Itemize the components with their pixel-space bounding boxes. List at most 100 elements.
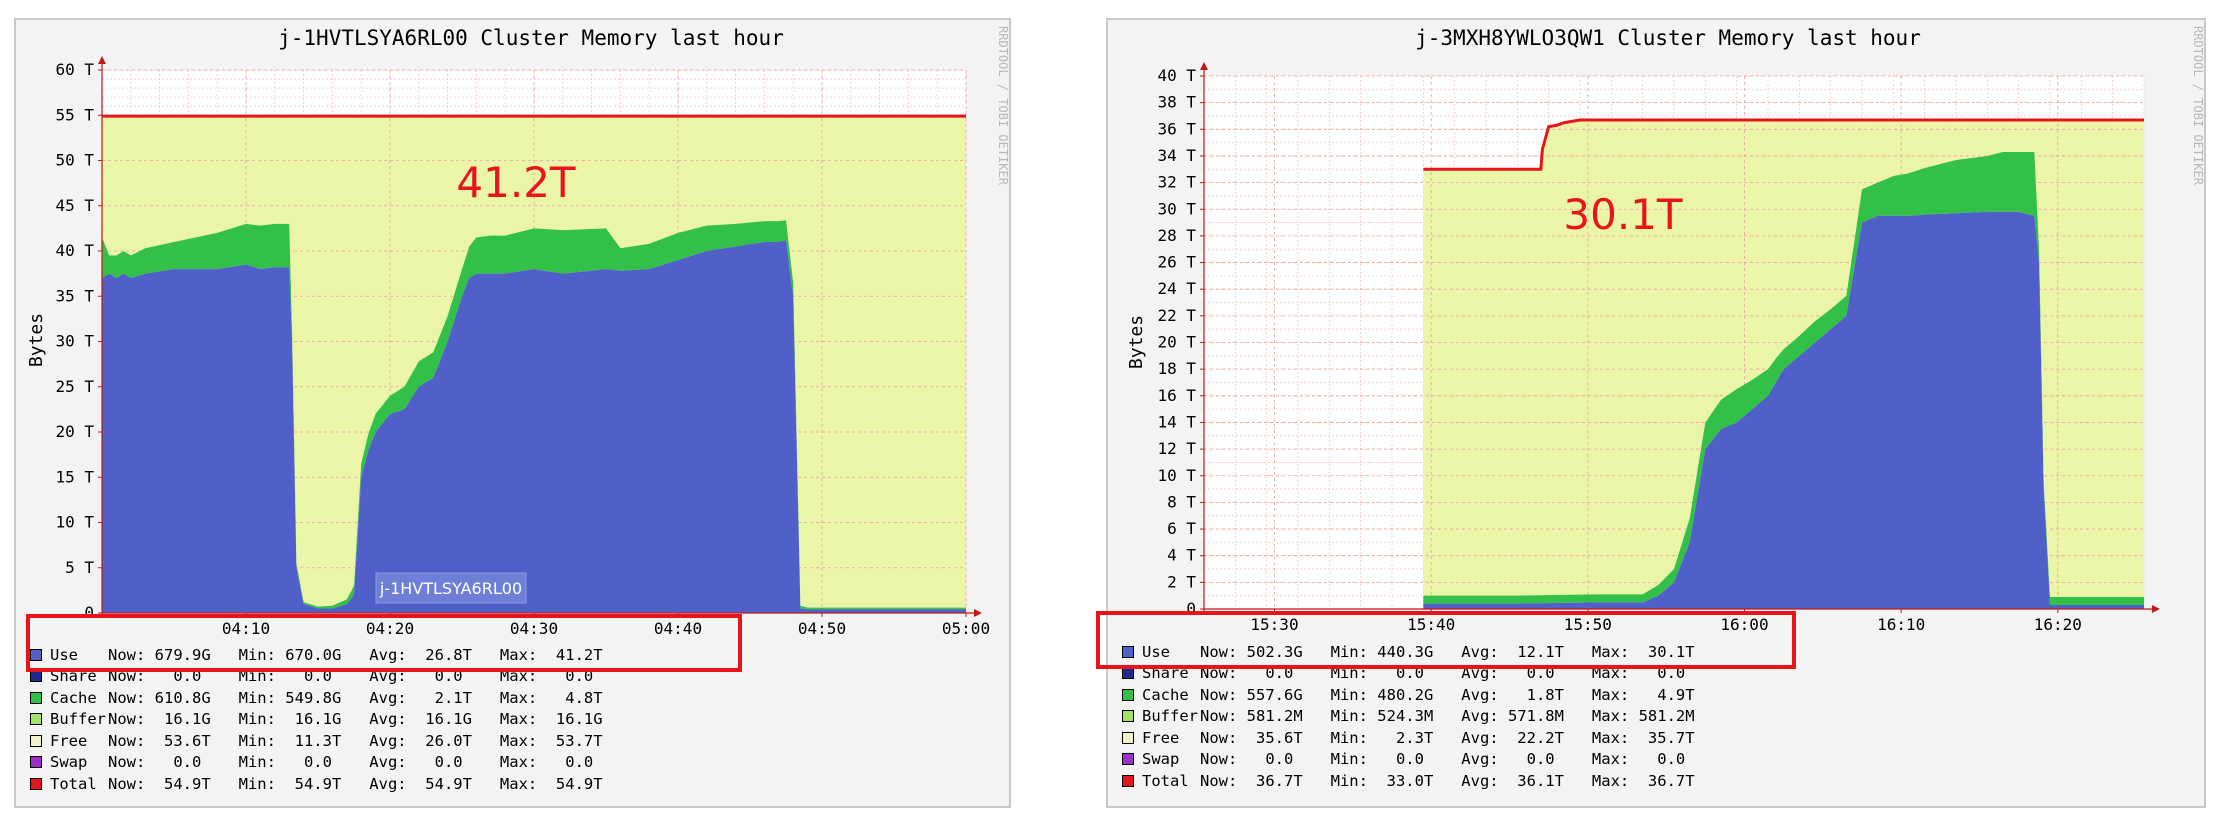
legend-row-use: Use Now: 502.3G Min: 440.3G Avg: 12.1T Ma…: [1122, 641, 1695, 663]
y-tick-label: 25 T: [55, 377, 94, 396]
max-value-annotation: 41.2T: [456, 158, 576, 207]
x-tick-label: 16:10: [1877, 615, 1925, 634]
right-memory-chart: 0 2 T 4 T 6 T 8 T 10 T 12 T 14 T 16 T 18 T 20 T 22 …: [1126, 26, 2205, 634]
legend-swatch: [30, 691, 42, 704]
legend-series-stats: Now: 502.3G Min: 440.3G Avg: 12.1T Max: …: [1200, 642, 1695, 661]
legend-series-name: Free: [50, 731, 88, 750]
legend-swatch: [1122, 774, 1134, 787]
max-value-annotation: 30.1T: [1563, 190, 1683, 239]
y-tick-label: 10 T: [1157, 466, 1196, 485]
x-axis-arrow: [974, 609, 982, 617]
legend-series-name: Total: [1142, 771, 1189, 790]
legend-row-buffer: Buffer Now: 581.2M Min: 524.3M Avg: 571.8…: [1122, 706, 1695, 728]
legend-swatch: [1122, 710, 1134, 723]
x-tick-label: 16:00: [1720, 615, 1768, 634]
legend-series-stats: Now: 0.0 Min: 0.0 Avg: 0.0 Max: 0.0: [1200, 750, 1686, 769]
y-tick-label: 55 T: [55, 105, 94, 124]
y-tick-label: 24 T: [1157, 279, 1196, 298]
y-tick-label: 60 T: [55, 60, 94, 79]
y-tick-label: 30 T: [55, 332, 94, 351]
y-axis-label: Bytes: [26, 313, 47, 367]
legend-row-total: Total Now: 54.9T Min: 54.9T Avg: 54.9T Ma…: [30, 773, 603, 795]
x-tick-label: 16:20: [2034, 615, 2082, 634]
y-axis-arrow: [1200, 62, 1208, 70]
y-tick-label: 10 T: [55, 513, 94, 532]
y-tick-label: 22 T: [1157, 306, 1196, 325]
x-tick-label: 04:40: [654, 619, 702, 638]
y-tick-label: 16 T: [1157, 386, 1196, 405]
y-tick-label: 0: [84, 603, 94, 622]
legend-row-buffer: Buffer Now: 16.1G Min: 16.1G Avg: 16.1G M…: [30, 709, 603, 731]
legend-series-name: Cache: [1142, 685, 1189, 704]
x-tick-label: 05:00: [942, 619, 990, 638]
legend-swatch: [30, 734, 42, 747]
series-use-area: [1423, 211, 2144, 610]
legend-swatch: [1122, 667, 1134, 680]
legend-swatch: [1122, 731, 1134, 744]
left-memory-chart-panel: 0 5 T 10 T 15 T 20 T 25 T 30 T 35 T 40 T 45 T 50 T…: [14, 18, 1011, 808]
host-label-badge: [375, 572, 527, 604]
x-tick-label: 04:20: [366, 619, 414, 638]
x-tick-label: 04:30: [510, 619, 558, 638]
x-tick-label: 15:50: [1564, 615, 1612, 634]
legend-series-name: Total: [50, 774, 97, 793]
legend-row-cache: Cache Now: 557.6G Min: 480.2G Avg: 1.8T M…: [1122, 684, 1695, 706]
legend-series-stats: Now: 16.1G Min: 16.1G Avg: 16.1G Max: 16…: [108, 710, 603, 729]
series-use-area: [102, 240, 966, 613]
legend-row-total: Total Now: 36.7T Min: 33.0T Avg: 36.1T Ma…: [1122, 770, 1695, 792]
legend-row-share: Share Now: 0.0 Min: 0.0 Avg: 0.0 Max: 0.0: [30, 666, 603, 688]
y-tick-label: 2 T: [1167, 572, 1196, 591]
right-chart-legend: Use Now: 502.3G Min: 440.3G Avg: 12.1T Ma…: [1122, 641, 1695, 792]
right-memory-chart-panel: 0 2 T 4 T 6 T 8 T 10 T 12 T 14 T 16 T 18 T 20 T 22 …: [1106, 18, 2206, 808]
legend-series-stats: Now: 53.6T Min: 11.3T Avg: 26.0T Max: 53…: [108, 731, 603, 750]
legend-swatch: [1122, 688, 1134, 701]
legend-series-stats: Now: 54.9T Min: 54.9T Avg: 54.9T Max: 54…: [108, 774, 603, 793]
free-memory-area: [1423, 119, 2144, 598]
legend-row-swap: Swap Now: 0.0 Min: 0.0 Avg: 0.0 Max: 0.0: [30, 752, 603, 774]
series-total-line: [1423, 118, 2144, 171]
y-tick-label: 0: [1186, 599, 1196, 618]
y-tick-label: 34 T: [1157, 146, 1196, 165]
y-tick-label: 15 T: [55, 467, 94, 486]
y-axis-label: Bytes: [1126, 315, 1147, 369]
legend-series-stats: Now: 0.0 Min: 0.0 Avg: 0.0 Max: 0.0: [1200, 664, 1686, 683]
free-memory-area: [102, 116, 966, 608]
left-chart-legend: Use Now: 679.9G Min: 670.0G Avg: 26.8T Ma…: [30, 644, 603, 795]
y-tick-label: 30 T: [1157, 199, 1196, 218]
legend-row-cache: Cache Now: 610.8G Min: 549.8G Avg: 2.1T M…: [30, 687, 603, 709]
legend-series-stats: Now: 0.0 Min: 0.0 Avg: 0.0 Max: 0.0: [108, 667, 594, 686]
y-tick-label: 50 T: [55, 151, 94, 170]
y-tick-label: 45 T: [55, 196, 94, 215]
legend-series-name: Free: [1142, 728, 1180, 747]
legend-series-name: Use: [1142, 642, 1170, 661]
x-tick-label: 15:40: [1407, 615, 1455, 634]
y-tick-label: 5 T: [65, 558, 94, 577]
x-tick-label: 15:30: [1250, 615, 1298, 634]
legend-row-free: Free Now: 35.6T Min: 2.3T Avg: 22.2T Max:…: [1122, 727, 1695, 749]
x-axis-arrow: [2152, 605, 2160, 613]
y-tick-label: 6 T: [1167, 519, 1196, 538]
y-tick-label: 32 T: [1157, 173, 1196, 192]
series-cache-area: [102, 220, 966, 610]
legend-swatch: [30, 648, 42, 661]
y-tick-label: 35 T: [55, 286, 94, 305]
y-tick-label: 8 T: [1167, 492, 1196, 511]
y-tick-label: 36 T: [1157, 119, 1196, 138]
legend-swatch: [30, 713, 42, 726]
y-tick-label: 12 T: [1157, 439, 1196, 458]
chart-title: j-3MXH8YWLO3QW1 Cluster Memory last hour: [1415, 26, 1921, 50]
legend-swatch: [30, 670, 42, 683]
legend-series-stats: Now: 36.7T Min: 33.0T Avg: 36.1T Max: 36…: [1200, 771, 1695, 790]
legend-swatch: [1122, 753, 1134, 766]
legend-series-name: Buffer: [50, 710, 106, 729]
legend-series-stats: Now: 0.0 Min: 0.0 Avg: 0.0 Max: 0.0: [108, 753, 594, 772]
legend-series-stats: Now: 679.9G Min: 670.0G Avg: 26.8T Max: …: [108, 645, 603, 664]
legend-row-swap: Swap Now: 0.0 Min: 0.0 Avg: 0.0 Max: 0.0: [1122, 749, 1695, 771]
legend-series-name: Cache: [50, 688, 97, 707]
legend-series-name: Share: [50, 667, 97, 686]
y-tick-label: 26 T: [1157, 253, 1196, 272]
legend-series-stats: Now: 610.8G Min: 549.8G Avg: 2.1T Max: 4…: [108, 688, 603, 707]
chart-title: j-1HVTLSYA6RL00 Cluster Memory last hour: [278, 26, 784, 50]
y-tick-label: 18 T: [1157, 359, 1196, 378]
legend-row-free: Free Now: 53.6T Min: 11.3T Avg: 26.0T Max…: [30, 730, 603, 752]
